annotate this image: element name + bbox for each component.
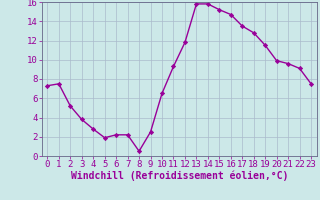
X-axis label: Windchill (Refroidissement éolien,°C): Windchill (Refroidissement éolien,°C) bbox=[70, 171, 288, 181]
